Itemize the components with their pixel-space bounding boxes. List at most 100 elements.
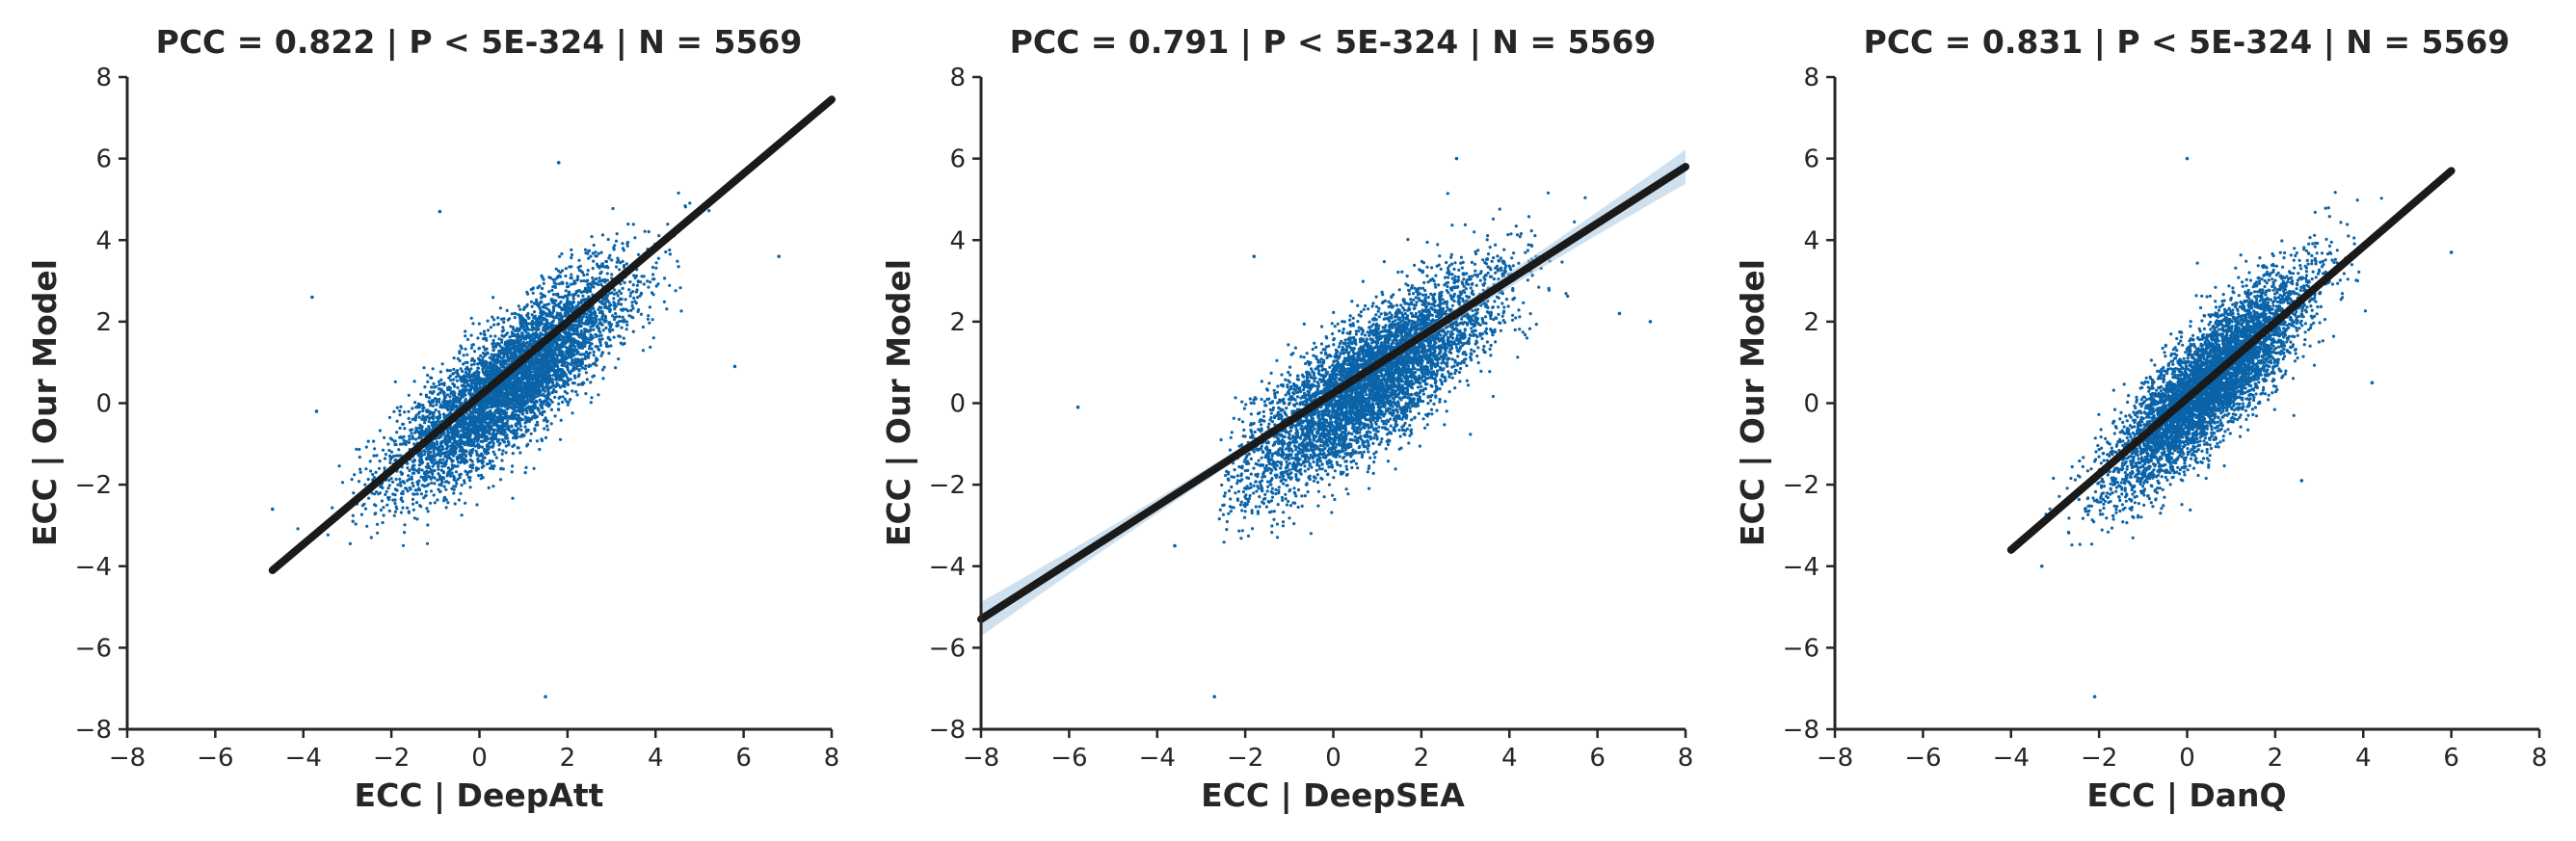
scatter-point bbox=[385, 489, 388, 493]
scatter-point bbox=[340, 481, 345, 485]
scatter-point bbox=[412, 458, 416, 461]
scatter-point bbox=[618, 334, 623, 338]
scatter-point bbox=[489, 334, 492, 338]
scatter-point bbox=[583, 356, 587, 360]
scatter-point bbox=[624, 298, 627, 302]
scatter-point bbox=[497, 437, 501, 441]
scatter-point bbox=[561, 400, 565, 404]
scatter-point bbox=[516, 435, 519, 439]
scatter-point bbox=[504, 444, 508, 448]
scatter-point bbox=[654, 261, 658, 265]
scatter-point bbox=[531, 291, 535, 295]
scatter-point bbox=[531, 319, 535, 323]
scatter-point bbox=[631, 283, 635, 287]
scatter-point bbox=[620, 326, 624, 329]
scatter-point bbox=[564, 364, 568, 368]
scatter-point bbox=[603, 298, 607, 302]
scatter-point bbox=[491, 296, 495, 300]
scatter-point bbox=[679, 309, 683, 313]
scatter-point bbox=[515, 432, 519, 435]
scatter-point bbox=[683, 204, 687, 208]
scatter-point bbox=[477, 474, 481, 478]
scatter-point bbox=[428, 390, 432, 394]
scatter-point bbox=[388, 460, 392, 464]
scatter-point bbox=[518, 418, 522, 422]
scatter-point bbox=[452, 476, 457, 480]
scatter-point bbox=[405, 486, 409, 490]
scatter-point bbox=[469, 363, 473, 367]
scatter-point bbox=[357, 480, 361, 484]
scatter-point bbox=[505, 388, 509, 392]
scatter-point bbox=[491, 432, 495, 435]
scatter-point bbox=[448, 395, 452, 399]
scatter-point bbox=[482, 329, 486, 333]
scatter-point bbox=[598, 343, 603, 348]
scatter-point bbox=[385, 503, 389, 507]
scatter-point bbox=[553, 414, 557, 418]
scatter-point bbox=[546, 376, 550, 380]
scatter-point bbox=[425, 507, 429, 511]
scatter-point bbox=[500, 437, 505, 442]
scatter-point bbox=[484, 438, 488, 442]
scatter-point bbox=[376, 531, 380, 535]
scatter-point bbox=[588, 337, 592, 341]
scatter-point bbox=[606, 345, 610, 349]
scatter-point bbox=[331, 506, 334, 510]
scatter-point bbox=[439, 448, 443, 452]
scatter-point bbox=[549, 299, 553, 302]
scatter-point bbox=[598, 276, 601, 280]
scatter-point bbox=[599, 354, 603, 357]
scatter-point bbox=[581, 294, 585, 298]
scatter-point bbox=[451, 381, 455, 385]
scatter-point bbox=[477, 347, 481, 351]
scatter-point bbox=[571, 358, 574, 362]
scatter-point bbox=[455, 456, 459, 460]
scatter-point bbox=[510, 312, 514, 316]
scatter-point bbox=[554, 364, 559, 368]
scatter-point bbox=[415, 492, 419, 496]
scatter-point bbox=[631, 223, 635, 226]
scatter-point bbox=[483, 447, 487, 452]
scatter-point bbox=[621, 315, 624, 319]
scatter-point bbox=[485, 338, 489, 342]
scatter-point bbox=[487, 395, 491, 399]
scatter-point bbox=[523, 425, 527, 429]
scatter-point bbox=[545, 392, 550, 396]
scatter-point bbox=[640, 275, 644, 278]
scatter-point bbox=[518, 434, 522, 438]
scatter-point bbox=[552, 280, 556, 285]
scatter-point bbox=[577, 258, 581, 262]
scatter-point bbox=[558, 313, 562, 317]
scatter-point bbox=[511, 444, 515, 448]
scatter-point bbox=[595, 333, 598, 337]
scatter-point bbox=[618, 268, 622, 272]
scatter-point bbox=[491, 466, 495, 471]
scatter-point bbox=[415, 517, 419, 521]
scatter-point bbox=[452, 390, 456, 394]
scatter-point bbox=[526, 442, 530, 446]
scatter-point bbox=[413, 401, 417, 405]
scatter-point bbox=[568, 331, 571, 335]
scatter-point bbox=[651, 318, 654, 322]
scatter-point bbox=[634, 274, 639, 278]
scatter-point bbox=[533, 429, 537, 433]
scatter-point bbox=[510, 388, 514, 393]
scatter-point bbox=[427, 483, 431, 486]
scatter-point bbox=[431, 367, 435, 371]
scatter-point bbox=[444, 487, 448, 491]
scatter-point bbox=[656, 256, 661, 260]
scatter-point bbox=[537, 408, 541, 412]
scatter-point bbox=[423, 385, 427, 389]
scatter-point bbox=[546, 428, 550, 432]
scatter-point bbox=[398, 409, 402, 413]
scatter-point bbox=[351, 513, 355, 517]
scatter-point bbox=[431, 420, 435, 424]
scatter-point bbox=[544, 312, 548, 316]
scatter-point bbox=[558, 282, 562, 286]
scatter-point bbox=[623, 341, 626, 346]
scatter-point bbox=[587, 364, 591, 369]
scatter-point bbox=[557, 402, 561, 406]
scatter-point bbox=[505, 308, 509, 312]
scatter-point bbox=[604, 341, 608, 345]
scatter-point bbox=[499, 466, 503, 470]
